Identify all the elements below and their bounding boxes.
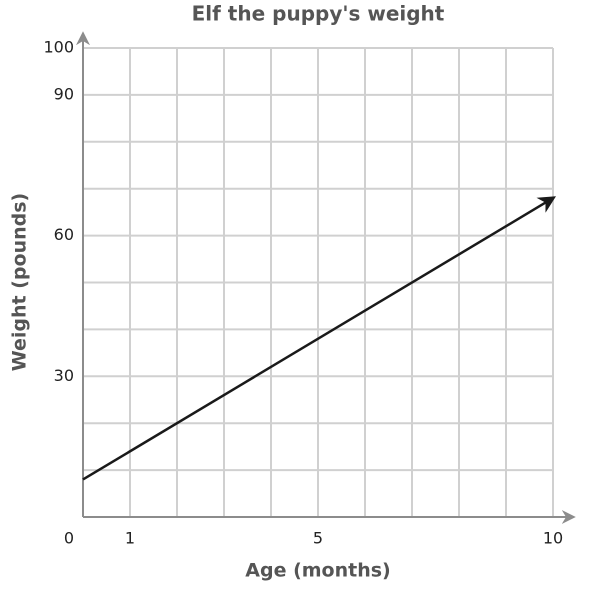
y-tick-label: 60 (54, 225, 74, 244)
x-tick-label: 1 (125, 529, 135, 548)
chart-title: Elf the puppy's weight (192, 2, 445, 26)
x-tick-label: 10 (543, 529, 563, 548)
data-line (82, 196, 557, 481)
y-tick-label: 90 (54, 84, 74, 103)
x-tick-label: 5 (313, 529, 323, 548)
y-tick-label: 30 (54, 366, 74, 385)
y-axis-label: Weight (pounds) (9, 193, 31, 372)
x-axis-label: Age (months) (245, 560, 390, 582)
x-tick-label: 0 (64, 529, 74, 548)
y-tick-label: 100 (43, 38, 74, 57)
